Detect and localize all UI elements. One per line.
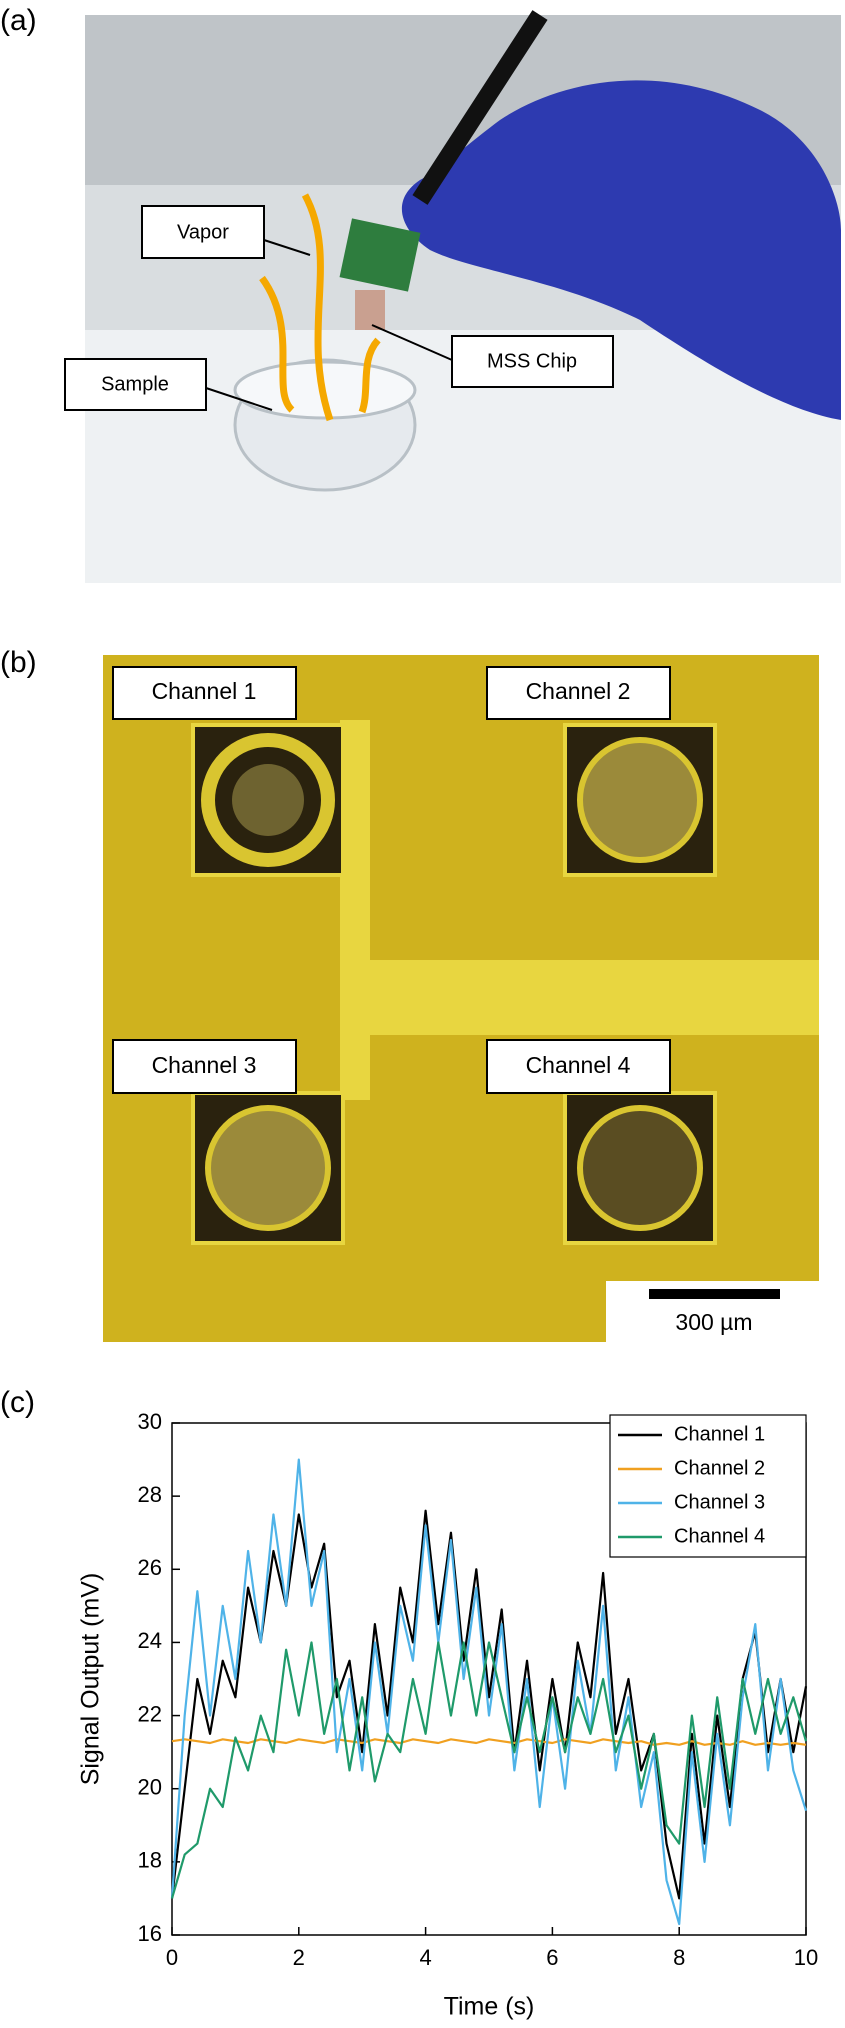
x-tick-label: 8: [673, 1945, 685, 1970]
y-tick-label: 16: [138, 1921, 162, 1946]
legend-label: Channel 3: [674, 1491, 765, 1513]
plot-frame: [171, 1422, 807, 1936]
panel-label: (b): [0, 646, 37, 679]
legend-box: [609, 1414, 807, 1558]
y-tick-label: 30: [138, 1409, 162, 1434]
x-axis-label: Time (s): [444, 1993, 535, 2021]
x-tick-label: 0: [166, 1945, 178, 1970]
channel-label: Channel 3: [152, 1052, 257, 1078]
micrograph: [103, 655, 819, 1342]
series-line: [170, 1458, 808, 1926]
y-tick-label: 18: [138, 1848, 162, 1873]
x-tick-label: 10: [794, 1945, 818, 1970]
annotation: MSS Chip: [487, 350, 577, 372]
y-tick-label: 26: [138, 1555, 162, 1580]
photo: [64, 10, 841, 583]
panel-label: (c): [0, 1386, 35, 1419]
channel-label: Channel 4: [526, 1052, 631, 1078]
legend-label: Channel 4: [674, 1525, 765, 1547]
legend-label: Channel 2: [674, 1457, 765, 1479]
series-line: [171, 1738, 807, 1746]
y-tick-label: 22: [138, 1701, 162, 1726]
panel-label: (a): [0, 4, 37, 37]
y-tick-label: 20: [138, 1775, 162, 1800]
y-tick-label: 28: [138, 1482, 162, 1507]
annotation: Sample: [101, 373, 169, 395]
channel-label: Channel 1: [152, 678, 257, 704]
y-axis-label: Signal Output (mV): [77, 1573, 105, 1786]
series-line: [170, 1641, 808, 1899]
x-tick-label: 2: [293, 1945, 305, 1970]
y-tick-label: 24: [138, 1628, 162, 1653]
annotation: Vapor: [177, 221, 229, 243]
x-tick-label: 4: [419, 1945, 431, 1970]
channel-label: Channel 2: [526, 678, 631, 704]
scale-bar-label: 300 µm: [675, 1309, 752, 1335]
series-line: [170, 1509, 808, 1900]
x-tick-label: 6: [546, 1945, 558, 1970]
legend-label: Channel 1: [674, 1423, 765, 1445]
